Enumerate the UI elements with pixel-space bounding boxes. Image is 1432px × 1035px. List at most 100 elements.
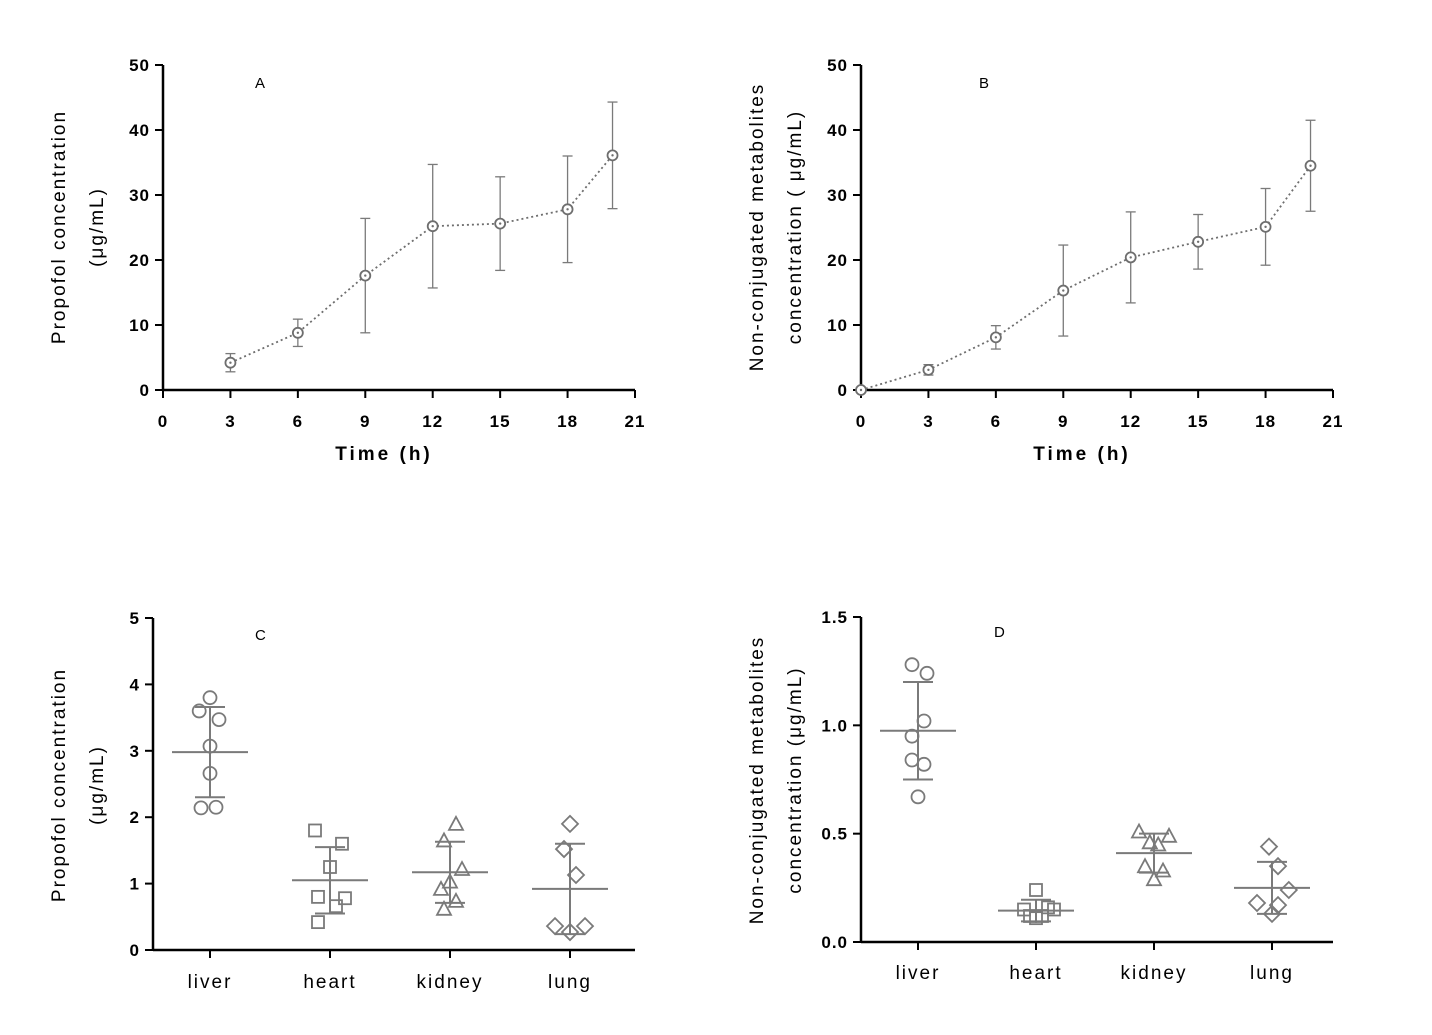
series-line — [860, 165, 1312, 391]
x-tick-label: 12 — [1120, 412, 1141, 431]
data-point — [211, 712, 227, 727]
y-tick-label: 0 — [838, 381, 848, 400]
series-lung — [1234, 837, 1310, 924]
x-tick-label: 9 — [360, 412, 370, 431]
y-axis-title: Non-conjugated metabolites — [747, 83, 768, 372]
data-point — [208, 799, 224, 815]
x-tick-label: 9 — [1058, 412, 1068, 431]
data-point — [432, 880, 450, 896]
data-point-dot — [364, 274, 367, 277]
data-point — [916, 756, 932, 772]
y-tick-label: 20 — [827, 251, 848, 270]
data-point — [447, 891, 465, 908]
data-point — [329, 899, 343, 914]
x-category-label: kidney — [1121, 963, 1188, 984]
data-point-dot — [1129, 256, 1132, 259]
x-category-label: lung — [548, 972, 592, 993]
data-point-dot — [1264, 225, 1267, 229]
panel-label: B — [979, 75, 989, 92]
y-tick-label: 2 — [130, 808, 140, 827]
x-tick-label: 3 — [225, 412, 235, 431]
series-heart — [998, 883, 1074, 926]
data-point-dot — [1309, 164, 1312, 167]
data-point — [1259, 837, 1279, 856]
y-axis-title: Non-conjugated metabolites — [747, 636, 768, 925]
y-tick-label: 5 — [130, 609, 140, 628]
y-tick-label: 0 — [140, 381, 150, 400]
y-tick-label: 40 — [827, 121, 848, 140]
data-point — [1262, 904, 1282, 924]
data-point — [335, 836, 349, 851]
y-axis-title: (μg/mL) — [87, 745, 108, 825]
data-point — [1268, 856, 1288, 876]
data-point — [311, 915, 325, 930]
y-tick-label: 3 — [130, 742, 140, 761]
panel-C: 0 1 2 3 4 5 Propofol concentration (μg/mL) Clive… — [49, 609, 635, 993]
data-point — [1029, 883, 1043, 897]
series-liver — [172, 690, 248, 816]
x-tick-label: 15 — [1188, 412, 1209, 431]
panel-label: A — [255, 75, 265, 92]
data-point — [1136, 857, 1154, 874]
data-point — [338, 891, 352, 906]
data-point-dot — [229, 361, 232, 364]
y-axis-title: Propofol concentration — [49, 668, 70, 902]
x-axis-title: Time (h) — [1033, 444, 1131, 465]
data-point-dot — [431, 225, 434, 228]
data-point — [554, 839, 574, 859]
data-point — [566, 865, 586, 885]
series-liver — [880, 657, 956, 805]
y-tick-label: 10 — [827, 316, 848, 335]
data-point — [202, 738, 218, 754]
data-point-dot — [566, 208, 569, 211]
data-point — [916, 713, 932, 729]
x-tick-label: 21 — [1323, 412, 1344, 431]
x-category-label: kidney — [417, 972, 484, 993]
panel-label: C — [255, 627, 266, 644]
x-tick-label: 12 — [422, 412, 443, 431]
x-tick-label: 6 — [991, 412, 1001, 431]
y-tick-label: 40 — [129, 121, 150, 140]
data-point — [1279, 880, 1299, 900]
y-axis-title: concentration ( μg/mL) — [785, 110, 806, 344]
data-point — [560, 922, 580, 942]
data-point — [1029, 911, 1043, 926]
data-point — [308, 823, 322, 838]
data-point-dot — [498, 222, 502, 225]
panel-label: D — [994, 624, 1005, 641]
x-category-label: liver — [188, 972, 233, 993]
x-tick-label: 6 — [293, 412, 303, 431]
x-tick-label: 0 — [856, 412, 866, 431]
data-point-dot — [296, 331, 300, 334]
x-tick-label: 21 — [625, 412, 646, 431]
data-point — [435, 831, 453, 848]
data-point — [919, 665, 935, 681]
data-point — [1145, 870, 1163, 887]
y-tick-label: 4 — [130, 675, 140, 694]
data-point — [1149, 835, 1167, 852]
data-point-dot — [994, 336, 998, 339]
y-axis-title: (μg/mL) — [87, 187, 108, 267]
data-point-dot — [859, 388, 863, 392]
x-category-label: liver — [896, 963, 941, 984]
y-axis-title: Propofol concentration — [49, 110, 70, 344]
series-heart — [292, 823, 368, 930]
data-point — [1247, 893, 1267, 913]
data-point — [323, 860, 337, 874]
data-point — [1160, 826, 1178, 843]
y-tick-label: 0 — [130, 941, 140, 960]
data-point — [575, 916, 595, 936]
data-point — [202, 765, 218, 781]
data-point — [202, 690, 218, 706]
data-point — [560, 814, 580, 834]
series-kidney — [412, 814, 488, 916]
x-tick-label: 0 — [158, 412, 168, 431]
y-tick-label: 50 — [129, 56, 150, 75]
panel-D: 0.0 0.5 1.0 1.5 Non-conjugated metabolites co… — [747, 608, 1333, 984]
data-point — [1130, 822, 1148, 839]
y-tick-label: 1.5 — [821, 608, 848, 627]
data-point — [311, 889, 325, 904]
data-point — [904, 728, 920, 744]
